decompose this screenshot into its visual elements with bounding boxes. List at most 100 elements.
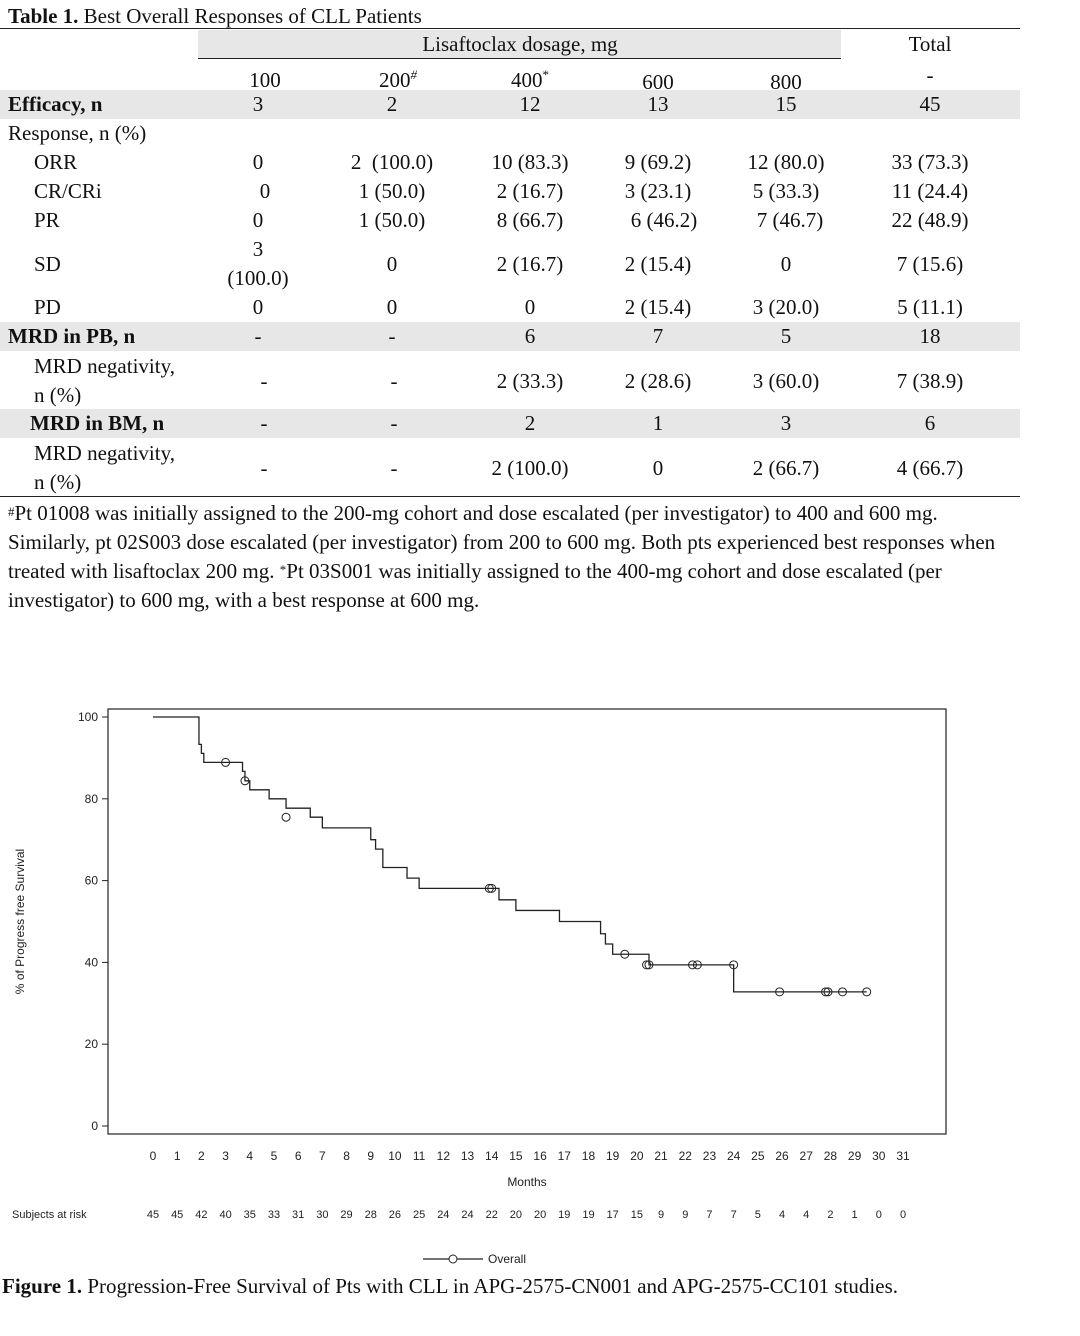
censor-mark (221, 757, 231, 767)
row-label-cr-cri: CR/CRi (34, 179, 102, 203)
row-label-mrd-bm: MRD in BM, n (30, 411, 165, 435)
x-tick-label: 28 (824, 1149, 838, 1163)
table-cell: - (390, 456, 398, 480)
table-cell: 22 (48.9) (891, 208, 969, 232)
table-cell: (100.0) (227, 266, 289, 290)
figure-caption-label: Figure 1. (2, 1274, 83, 1298)
dosage-header-rule (198, 58, 841, 59)
table-cell: 45 (919, 92, 941, 116)
table-cell: 1 (50.0) (358, 208, 426, 232)
risk-table: Subjects at risk 45 45 42 40 35 33 31 30 29 28 26 25… (12, 1209, 906, 1221)
table-cell: 0 (524, 295, 536, 319)
x-tick-label: 10 (388, 1149, 402, 1163)
x-axis-label: Months (507, 1175, 546, 1189)
table-cell: 0 (652, 456, 664, 480)
dose-header: 200# (379, 67, 417, 92)
x-tick-label: 13 (461, 1149, 475, 1163)
x-tick-label: 26 (775, 1149, 789, 1163)
footnote-mark-star: * (279, 562, 287, 577)
risk-count: 9 (682, 1209, 688, 1221)
x-tick-label: 20 (630, 1149, 644, 1163)
censor-mark (688, 960, 698, 970)
risk-count: 20 (510, 1209, 522, 1221)
risk-count: 45 (171, 1209, 183, 1221)
risk-count: 19 (558, 1209, 570, 1221)
chart-series (153, 716, 872, 997)
censor-mark (729, 960, 739, 970)
row-band-mrd-pb (0, 322, 1020, 351)
risk-count: 4 (803, 1209, 809, 1221)
risk-count: 2 (827, 1209, 833, 1221)
table-cell: 0 (252, 208, 264, 232)
x-tick-label: 29 (848, 1149, 862, 1163)
x-tick-label: 19 (606, 1149, 620, 1163)
x-tick-label: 9 (367, 1149, 374, 1163)
risk-count: 40 (219, 1209, 231, 1221)
figure-caption-text: Progression-Free Survival of Pts with CL… (87, 1274, 898, 1298)
table-cell: 13 (647, 92, 669, 116)
table-cell: 12 (519, 92, 541, 116)
chart-legend: Overall (423, 1252, 526, 1266)
row-band-efficacy (0, 90, 1020, 119)
risk-count: 24 (437, 1209, 449, 1221)
y-tick-label: 40 (85, 955, 99, 969)
x-tick-label: 5 (271, 1149, 278, 1163)
table-cell: 2 (15.4) (624, 295, 692, 319)
risk-count: 0 (900, 1209, 906, 1221)
table-cell: 3 (780, 411, 792, 435)
table-cell: 0 (386, 295, 398, 319)
legend-marker (448, 1254, 458, 1264)
x-tick-label: 17 (558, 1149, 572, 1163)
censor-mark (692, 960, 702, 970)
table-cell: 5 (11.1) (897, 295, 963, 319)
row-label-sd: SD (34, 252, 61, 276)
table-cell: 0 (252, 295, 264, 319)
risk-count: 20 (534, 1209, 546, 1221)
table-cell: 0 (259, 179, 271, 203)
table-cell: 7 (46.7) (756, 208, 824, 232)
x-tick-label: 1 (174, 1149, 181, 1163)
x-tick-label: 18 (582, 1149, 596, 1163)
row-label-response: Response, n (%) (8, 121, 147, 145)
x-tick-label: 21 (654, 1149, 668, 1163)
x-tick-label: 3 (222, 1149, 229, 1163)
table-cell: 2 (100.0) (350, 150, 434, 174)
table-caption-label: Table 1. (8, 4, 79, 28)
row-label-pd: PD (34, 295, 61, 319)
x-tick-label: 12 (437, 1149, 451, 1163)
y-tick-label: 20 (85, 1037, 99, 1051)
risk-count: 25 (413, 1209, 425, 1221)
table-cell: 6 (524, 324, 536, 348)
risk-count: 28 (365, 1209, 377, 1221)
table-cell: 7 (652, 324, 664, 348)
table-cell: 5 (780, 324, 792, 348)
x-tick-label: 30 (872, 1149, 886, 1163)
x-tick-label: 14 (485, 1149, 499, 1163)
row-label-pr: PR (34, 208, 60, 232)
table-cell: 2 (66.7) (752, 456, 820, 480)
x-tick-label: 2 (198, 1149, 205, 1163)
risk-count: 33 (268, 1209, 280, 1221)
row-label-orr: ORR (34, 150, 78, 174)
table-cell: 3 (60.0) (752, 369, 820, 393)
x-tick-label: 15 (509, 1149, 523, 1163)
table-cell: 5 (33.3) (752, 179, 820, 203)
risk-count: 4 (779, 1209, 785, 1221)
y-tick-label: 80 (85, 792, 99, 806)
response-table: Lisaftoclax dosage, mg Total 100 200# 40… (0, 28, 1020, 498)
table-cell: - (260, 369, 268, 393)
table-cell: 2 (33.3) (496, 369, 564, 393)
table-cell: - (260, 411, 268, 435)
risk-count: 19 (582, 1209, 594, 1221)
censor-mark (240, 776, 250, 786)
risk-count: 5 (755, 1209, 761, 1221)
risk-count: 29 (340, 1209, 352, 1221)
table-cell: 1 (50.0) (358, 179, 426, 203)
x-tick-label: 16 (533, 1149, 547, 1163)
risk-count: 7 (731, 1209, 737, 1221)
table-cell: 4 (66.7) (896, 456, 964, 480)
risk-count: 24 (461, 1209, 473, 1221)
dose-header: 100 (249, 68, 281, 92)
risk-count: 1 (852, 1209, 858, 1221)
